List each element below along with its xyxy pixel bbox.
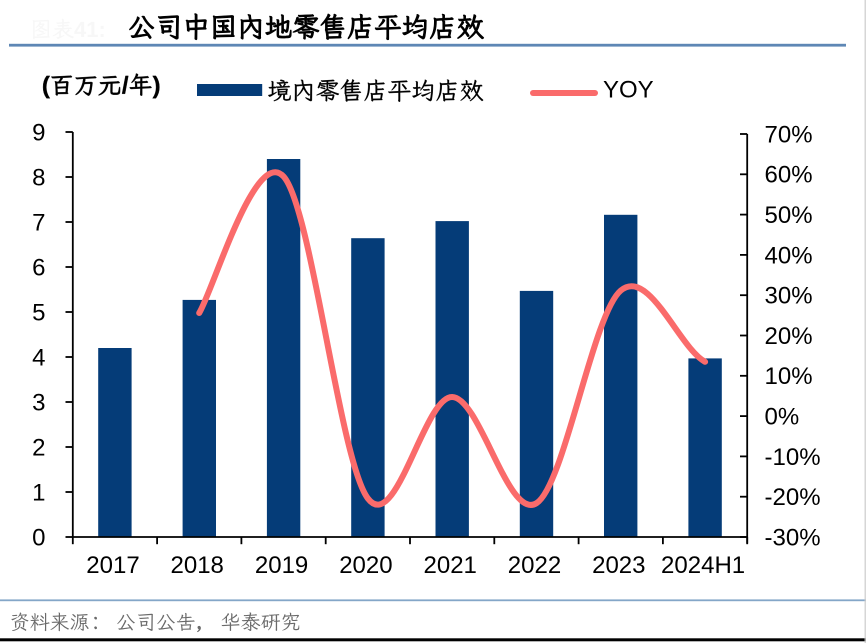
svg-text:8: 8: [32, 164, 45, 191]
svg-text:2018: 2018: [171, 552, 224, 579]
svg-text:0: 0: [32, 524, 45, 551]
svg-text:2022: 2022: [508, 552, 561, 579]
svg-text:YOY: YOY: [603, 76, 654, 103]
svg-text:2024H1: 2024H1: [661, 552, 745, 579]
svg-text:40%: 40%: [765, 242, 813, 269]
svg-text:5: 5: [32, 299, 45, 326]
svg-text:30%: 30%: [765, 283, 813, 310]
svg-text:4: 4: [32, 344, 45, 371]
svg-text:-20%: -20%: [765, 484, 821, 511]
svg-text:10%: 10%: [765, 363, 813, 390]
svg-text:-10%: -10%: [765, 444, 821, 471]
svg-text:50%: 50%: [765, 202, 813, 229]
svg-text:7: 7: [32, 209, 45, 236]
svg-text:6: 6: [32, 254, 45, 281]
svg-text:0%: 0%: [765, 404, 800, 431]
svg-text:2019: 2019: [255, 552, 308, 579]
svg-text:-30%: -30%: [765, 524, 821, 551]
svg-text:9: 9: [32, 119, 45, 146]
svg-text:3: 3: [32, 389, 45, 416]
svg-text:2021: 2021: [424, 552, 477, 579]
svg-text:2017: 2017: [86, 552, 139, 579]
svg-text:70%: 70%: [765, 121, 813, 148]
svg-text:2023: 2023: [592, 552, 645, 579]
svg-text:60%: 60%: [765, 162, 813, 189]
svg-text:20%: 20%: [765, 323, 813, 350]
svg-text:2020: 2020: [339, 552, 392, 579]
svg-text:2: 2: [32, 434, 45, 461]
svg-text:1: 1: [32, 479, 45, 506]
